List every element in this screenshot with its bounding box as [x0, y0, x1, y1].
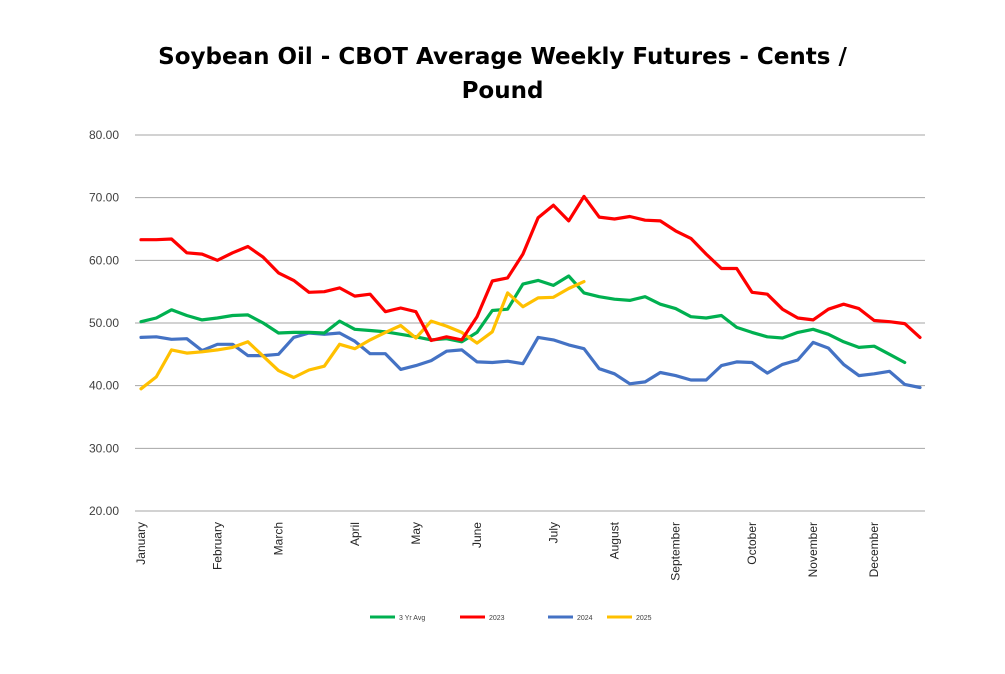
y-tick-label: 50.00 — [89, 316, 119, 330]
x-tick-label: January — [134, 522, 148, 565]
y-axis-tick-labels: 20.00 30.00 40.00 50.00 60.00 70.00 80.00 — [89, 128, 119, 518]
legend-label: 3 Yr Avg — [399, 615, 425, 622]
series-line-2023 — [139, 194, 922, 343]
x-tick-label: October — [745, 522, 759, 565]
x-tick-label: March — [271, 522, 285, 555]
series-line-2024 — [139, 331, 922, 390]
legend-label: 2023 — [489, 615, 505, 622]
x-tick-label: February — [210, 522, 224, 570]
x-tick-label: April — [348, 522, 362, 546]
y-tick-label: 40.00 — [89, 379, 119, 393]
legend-label: 2024 — [577, 615, 593, 622]
chart-title: Soybean Oil - CBOT Average Weekly Future… — [0, 40, 1005, 108]
y-tick-label: 60.00 — [89, 253, 119, 267]
x-tick-label: May — [409, 522, 423, 545]
x-tick-label: August — [608, 521, 622, 559]
chart-title-line-2: Pound — [461, 78, 544, 104]
x-tick-label: December — [867, 522, 881, 577]
x-tick-label: July — [546, 522, 560, 543]
y-tick-label: 20.00 — [89, 504, 119, 518]
series-lines — [139, 194, 922, 391]
series-line-3-yr-avg — [139, 274, 907, 365]
series-line-2025 — [139, 280, 586, 391]
x-tick-label: November — [806, 522, 820, 577]
legend-label: 2025 — [636, 615, 652, 622]
chart-title-line-1: Soybean Oil - CBOT Average Weekly Future… — [158, 44, 847, 70]
x-tick-label: September — [669, 522, 683, 581]
x-axis-month-labels: January February March April May June July Augu… — [134, 521, 881, 580]
gridlines — [135, 134, 925, 512]
y-tick-label: 70.00 — [89, 191, 119, 205]
legend: 3 Yr Avg 2023 2024 2025 — [370, 615, 652, 622]
x-tick-label: June — [470, 522, 484, 548]
y-tick-label: 80.00 — [89, 128, 119, 142]
y-tick-label: 30.00 — [89, 441, 119, 455]
